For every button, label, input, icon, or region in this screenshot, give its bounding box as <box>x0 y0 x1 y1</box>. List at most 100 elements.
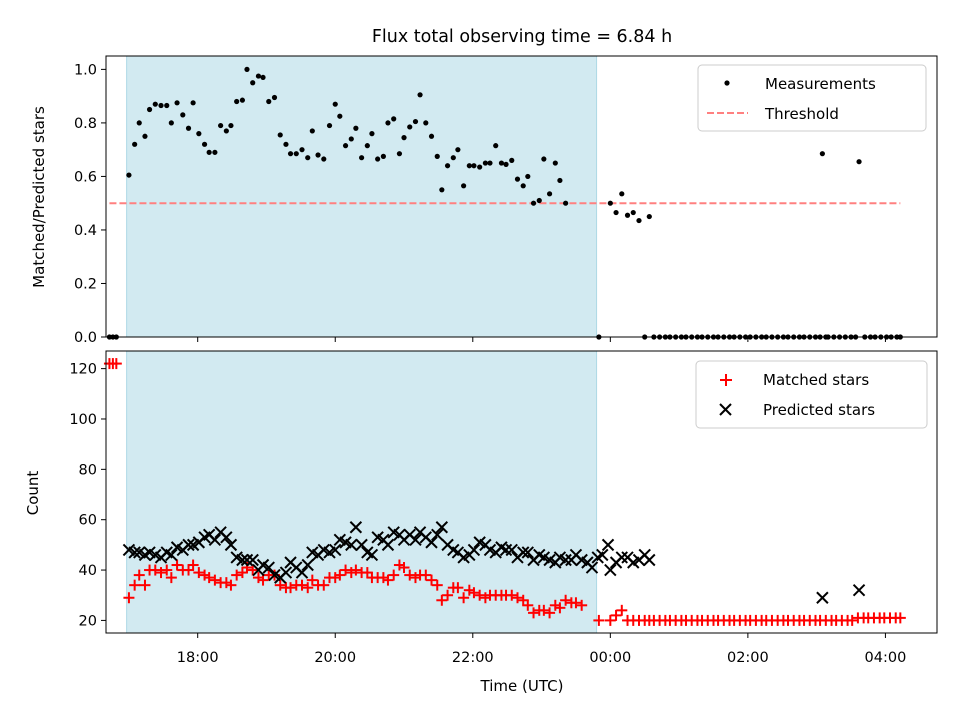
y-tick-label: 1.0 <box>74 62 97 78</box>
measurement-point <box>520 183 526 189</box>
measurement-point <box>444 163 451 169</box>
y-tick-label: 0.4 <box>74 223 97 239</box>
bottom-y-axis-label: Count <box>24 471 42 516</box>
x-tick-label: 20:00 <box>314 650 356 666</box>
top-x-ticks <box>197 337 886 342</box>
predicted-stars-point <box>208 533 222 547</box>
observing-window-band <box>126 55 598 338</box>
measurement-point <box>624 212 631 218</box>
bottom-x-axis: 18:00 20:00 22:00 00:00 02:00 04:00 <box>177 633 906 666</box>
matched-stars-point <box>604 614 616 626</box>
matched-stars-point <box>442 589 454 601</box>
measurement-point <box>423 120 429 126</box>
matched-stars-point <box>474 589 486 601</box>
y-tick-label: 100 <box>69 412 97 428</box>
matched-stars-point <box>538 604 550 616</box>
measurement-point <box>364 143 370 149</box>
predicted-stars-point <box>435 521 449 534</box>
predicted-stars-point <box>128 546 141 559</box>
measurement-point <box>630 209 636 216</box>
measurement-point <box>509 157 515 163</box>
measurement-point <box>401 135 407 141</box>
measurement-point <box>380 153 386 159</box>
measurement-point <box>407 124 413 130</box>
top-y-axis-label: Matched/Predicted stars <box>30 106 48 288</box>
measurement-point <box>142 133 148 139</box>
predicted-stars-point <box>521 546 535 559</box>
measurement-point <box>287 151 294 157</box>
y-tick-label: 0.0 <box>74 330 97 346</box>
matched-stars-point <box>296 579 308 591</box>
predicted-stars-point <box>165 548 178 562</box>
measurement-point <box>466 163 472 169</box>
predicted-stars-point <box>596 548 609 562</box>
measurement-point <box>228 122 234 129</box>
measurement-point <box>503 161 509 167</box>
predicted-stars-point <box>585 561 599 574</box>
measurement-point <box>450 155 456 161</box>
measurement-point <box>375 156 381 162</box>
matched-stars-point <box>593 614 605 626</box>
matched-stars-point <box>302 582 314 594</box>
measurement-point <box>342 143 349 149</box>
matched-stars-point <box>209 574 221 586</box>
predicted-stars-point <box>279 566 293 579</box>
measurement-point <box>557 177 563 184</box>
legend-matched-label: Matched stars <box>763 371 869 389</box>
matched-stars-point <box>420 569 432 581</box>
matched-stars-point <box>193 567 205 579</box>
predicted-stars-point <box>467 543 481 557</box>
measurement-point <box>428 133 435 139</box>
measurement-point <box>315 152 321 158</box>
legend-threshold-label: Threshold <box>764 105 839 123</box>
matched-stars-point <box>452 582 464 594</box>
measurement-point <box>461 183 467 189</box>
predicted-stars-point <box>329 543 342 557</box>
measurement-point <box>239 97 245 103</box>
measurement-point <box>326 122 333 129</box>
measurement-point <box>168 120 174 126</box>
measurement-point <box>250 80 256 86</box>
predicted-stars-point <box>345 538 358 552</box>
measurement-point <box>471 163 477 169</box>
y-tick-label: 40 <box>79 563 97 579</box>
measurement-point <box>299 147 305 153</box>
top-panel: 0.0 0.2 0.4 0.6 0.8 1.0 Matched/Predicted sta… <box>30 55 938 346</box>
matched-stars-point <box>610 609 622 621</box>
bottom-plot-frame <box>105 350 938 634</box>
x-tick-label: 02:00 <box>727 650 769 666</box>
predicted-stars-point <box>852 583 866 597</box>
matched-stars-point <box>285 582 297 594</box>
matched-stars-point <box>458 592 470 604</box>
matched-stars-point <box>616 604 628 616</box>
legend-measurements-label: Measurements <box>765 75 876 93</box>
predicted-stars-point <box>295 566 309 579</box>
measurement-point <box>266 98 272 105</box>
measurement-point <box>255 73 262 79</box>
predicted-stars-point <box>604 563 617 577</box>
matched-stars-point <box>894 612 906 624</box>
measurement-point <box>434 153 440 159</box>
matched-stars-point <box>382 574 394 586</box>
figure-title: Flux total observing time = 6.84 h <box>372 27 672 47</box>
measurement-point <box>180 112 186 118</box>
bottom-legend-box <box>695 360 928 429</box>
predicted-stars-point <box>262 561 275 574</box>
measurement-point <box>277 132 283 138</box>
measurement-point <box>126 172 132 178</box>
matched-stars-point <box>554 602 566 614</box>
measurement-point <box>385 120 391 126</box>
measurement-point <box>498 160 505 166</box>
measurement-point <box>819 151 825 157</box>
predicted-stars-point <box>381 538 395 552</box>
x-tick-label: 18:00 <box>177 650 219 666</box>
top-measurements-layer <box>106 66 903 340</box>
measurement-point <box>493 143 499 149</box>
matched-stars-point <box>129 579 141 591</box>
legend-predicted-label: Predicted stars <box>763 401 875 419</box>
measurement-point <box>337 113 343 119</box>
measurement-point <box>132 141 138 147</box>
matched-stars-point <box>225 579 237 591</box>
y-tick-label: 0.8 <box>74 116 97 132</box>
